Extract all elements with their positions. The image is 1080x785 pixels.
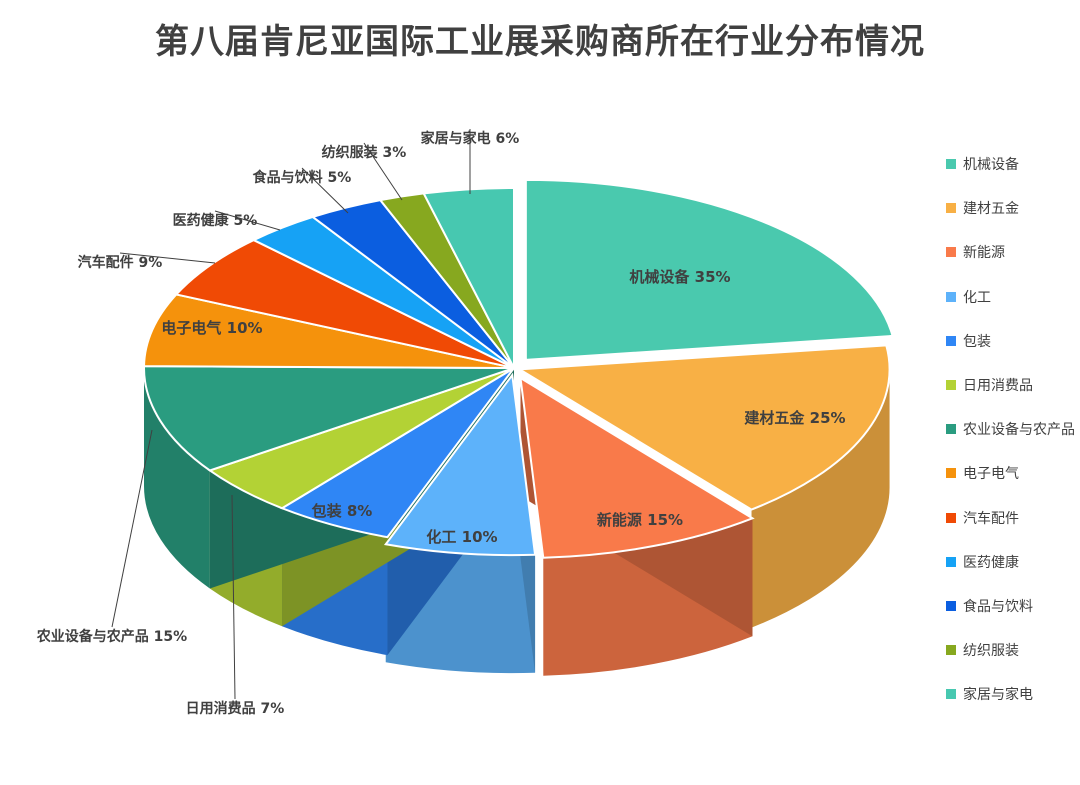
- legend-swatch: [946, 424, 956, 435]
- legend-swatch: [946, 600, 956, 611]
- legend-swatch: [946, 512, 956, 523]
- pie-slice-3: [383, 372, 537, 557]
- data-label-6: 农业设备与农产品 15%: [36, 628, 187, 645]
- legend-label: 新能源: [963, 245, 1005, 262]
- data-label-1: 建材五金 25%: [744, 409, 845, 427]
- leader-line-6: [111, 429, 153, 628]
- legend-item: 化工: [946, 275, 1080, 319]
- data-label-12: 家居与家电 6%: [421, 130, 520, 147]
- legend-swatch: [946, 335, 956, 346]
- legend-label: 农业设备与农产品: [963, 422, 1075, 439]
- data-label-9: 医药健康 5%: [173, 212, 258, 229]
- legend-label: 汽车配件: [963, 510, 1019, 527]
- legend-swatch: [946, 645, 956, 656]
- pie-slice-2: [519, 376, 755, 559]
- legend-item: 日用消费品: [946, 363, 1080, 407]
- pie-slice-7: [142, 293, 515, 369]
- legend-item: 家居与家电: [946, 672, 1080, 716]
- leader-line-9: [214, 210, 281, 231]
- legend-swatch: [946, 380, 956, 391]
- legend-item: 机械设备: [946, 142, 1080, 186]
- legend-label: 食品与饮料: [963, 598, 1033, 615]
- legend-label: 家居与家电: [963, 687, 1033, 704]
- leader-line-10: [301, 167, 349, 214]
- legend-swatch: [946, 203, 956, 214]
- legend-item: 医药健康: [946, 540, 1080, 584]
- legend-swatch: [946, 247, 956, 258]
- legend-label: 电子电气: [963, 466, 1019, 483]
- data-label-2: 新能源 15%: [597, 511, 683, 529]
- legend-item: 食品与饮料: [946, 584, 1080, 628]
- leader-line-11: [363, 142, 403, 201]
- data-label-11: 纺织服装 3%: [322, 144, 407, 161]
- data-label-3: 化工 10%: [426, 528, 497, 546]
- data-label-10: 食品与饮料 5%: [253, 169, 352, 186]
- pie-slice-0: [524, 178, 894, 361]
- legend-swatch: [946, 159, 956, 170]
- pie-side-6: [144, 368, 210, 589]
- legend-label: 包装: [963, 333, 991, 350]
- legend-item: 新能源: [946, 230, 1080, 274]
- legend-label: 纺织服装: [963, 643, 1019, 660]
- data-label-8: 汽车配件 9%: [78, 254, 163, 271]
- data-label-5: 日用消费品 7%: [186, 700, 285, 717]
- data-label-7: 电子电气 10%: [161, 319, 262, 337]
- legend-swatch: [946, 291, 956, 302]
- legend-item: 建材五金: [946, 186, 1080, 230]
- legend-label: 建材五金: [963, 201, 1019, 218]
- legend-swatch: [946, 556, 956, 567]
- data-label-4: 包装 8%: [312, 502, 373, 520]
- pie-slice-12: [422, 186, 515, 369]
- leader-line-5: [231, 494, 236, 700]
- legend-item: 纺织服装: [946, 628, 1080, 672]
- pie-slice-1: [516, 344, 891, 511]
- leader-line-8: [119, 252, 216, 264]
- legend-item: 农业设备与农产品: [946, 407, 1080, 451]
- legend-item: 电子电气: [946, 451, 1080, 495]
- pie-side-1: [751, 369, 890, 628]
- legend-swatch: [946, 689, 956, 700]
- legend-label: 机械设备: [963, 157, 1019, 174]
- pie-slice-8: [174, 238, 515, 369]
- legend-label: 医药健康: [963, 554, 1019, 571]
- legend-label: 日用消费品: [963, 378, 1033, 395]
- data-label-0: 机械设备 35%: [629, 268, 730, 286]
- legend-label: 化工: [963, 289, 991, 306]
- legend-item: 包装: [946, 319, 1080, 363]
- chart-legend: 机械设备建材五金新能源化工包装日用消费品农业设备与农产品 电子电气汽车配件医药健康…: [946, 142, 1080, 716]
- chart-title: 第八届肯尼亚国际工业展采购商所在行业分布情况: [155, 22, 925, 62]
- legend-item: 汽车配件: [946, 496, 1080, 540]
- pie-slice-6: [143, 365, 515, 472]
- legend-swatch: [946, 468, 956, 479]
